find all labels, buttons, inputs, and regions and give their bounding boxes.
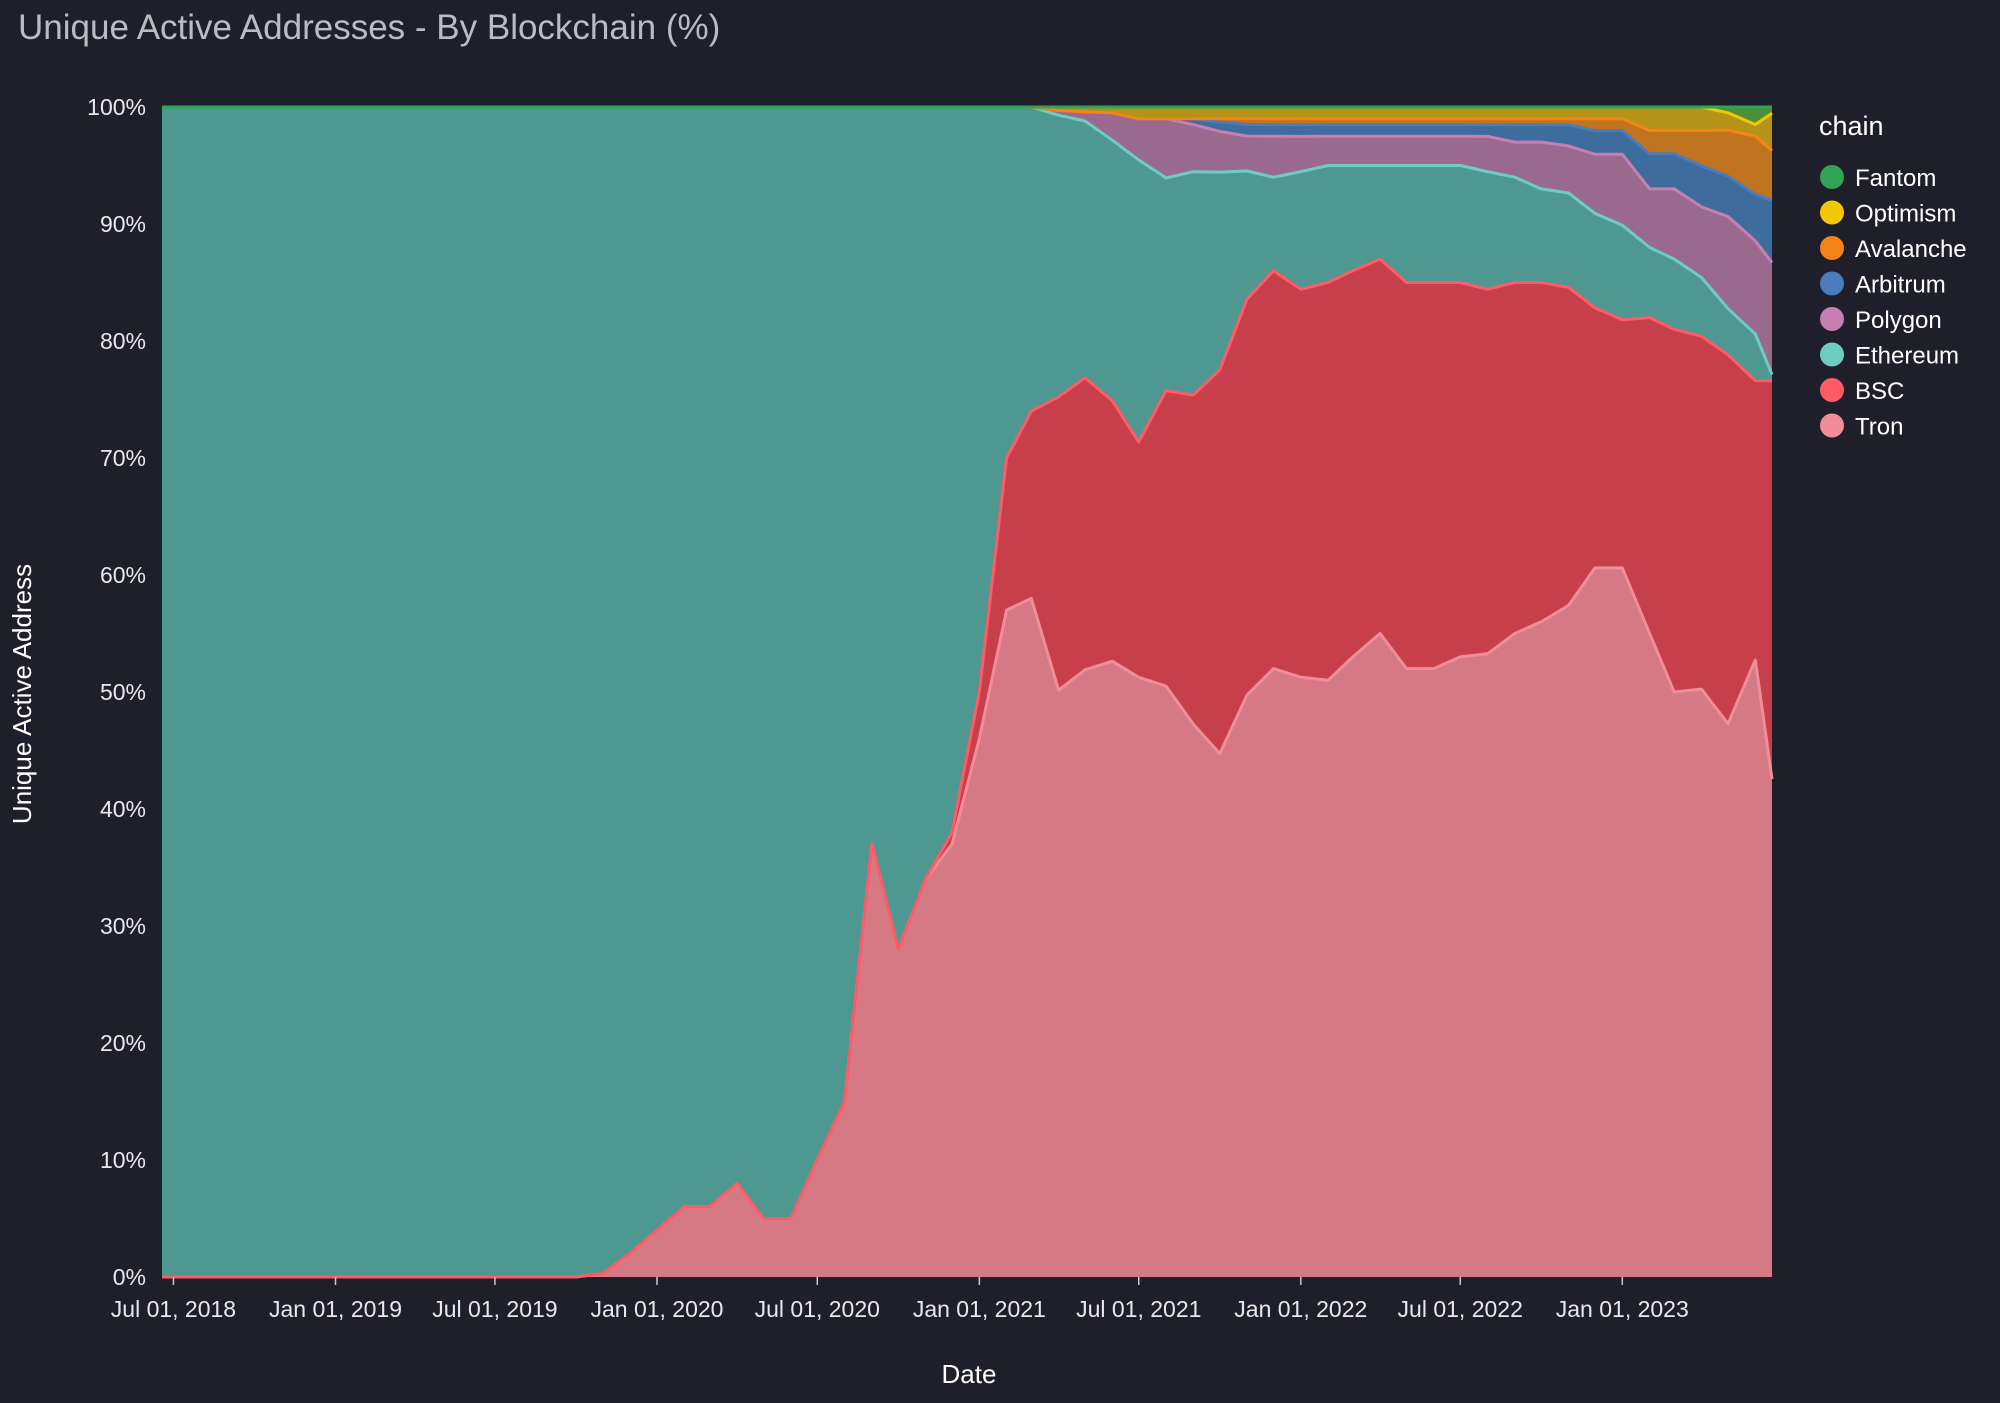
y-tick-label: 50%	[100, 679, 146, 705]
legend-title: chain	[1819, 111, 1884, 141]
legend-swatch-optimism	[1820, 200, 1844, 225]
y-tick-label: 80%	[100, 328, 146, 354]
area-bsc	[162, 259, 1772, 1278]
y-tick-label: 30%	[100, 913, 146, 939]
x-tick-label: Jul 01, 2020	[755, 1296, 880, 1322]
x-tick-label: Jan 01, 2023	[1556, 1296, 1689, 1322]
legend-swatch-tron	[1820, 413, 1844, 438]
y-tick-label: 100%	[87, 94, 146, 120]
x-tick-label: Jul 01, 2022	[1398, 1296, 1523, 1322]
x-axis-title: Date	[942, 1359, 997, 1389]
y-tick-label: 90%	[100, 211, 146, 237]
area-ethereum	[162, 107, 1772, 1277]
y-tick-label: 10%	[100, 1147, 146, 1173]
y-tick-label: 20%	[100, 1030, 146, 1056]
legend-swatch-arbitrum	[1820, 271, 1844, 296]
series-lines	[162, 105, 1774, 1279]
legend-label-arbitrum: Arbitrum	[1855, 272, 1946, 299]
legend-label-avalanche: Avalanche	[1855, 236, 1967, 263]
y-tick-label: 40%	[100, 796, 146, 822]
x-tick-label: Jul 01, 2018	[111, 1296, 236, 1322]
x-tick-label: Jul 01, 2021	[1076, 1296, 1201, 1322]
y-axis-title: Unique Active Address	[7, 564, 37, 824]
line-bsc	[162, 257, 1773, 1279]
x-axis-ticks: Jul 01, 2018 Jan 01, 2019 Jul 01, 2019 Jan …	[111, 1277, 1689, 1322]
legend-label-fantom: Fantom	[1855, 165, 1936, 192]
legend-swatch-ethereum	[1820, 342, 1844, 367]
legend-label-tron: Tron	[1855, 414, 1903, 441]
x-tick-label: Jul 01, 2019	[432, 1296, 557, 1322]
legend: chain Fantom Optimism Avalanche Arbitrum Pol…	[1819, 111, 1967, 441]
legend-swatch-bsc	[1820, 378, 1844, 402]
x-tick-label: Jan 01, 2020	[590, 1296, 723, 1322]
y-tick-label: 60%	[100, 562, 146, 588]
legend-swatch-polygon	[1820, 307, 1844, 331]
legend-label-bsc: BSC	[1855, 378, 1904, 405]
legend-label-polygon: Polygon	[1855, 307, 1942, 334]
area-tron	[162, 567, 1772, 1277]
legend-label-ethereum: Ethereum	[1855, 343, 1959, 370]
legend-label-optimism: Optimism	[1855, 201, 1956, 228]
y-tick-label: 70%	[100, 445, 146, 471]
chart-title: Unique Active Addresses - By Blockchain …	[18, 8, 721, 47]
x-tick-label: Jan 01, 2019	[269, 1296, 402, 1322]
y-axis-ticks: 0% 10% 20% 30% 40% 50% 60% 70% 80% 90% 100%	[87, 94, 146, 1290]
legend-swatch-fantom	[1820, 165, 1844, 189]
x-tick-label: Jan 01, 2022	[1234, 1296, 1367, 1322]
x-tick-label: Jan 01, 2021	[913, 1296, 1046, 1322]
legend-swatch-avalanche	[1820, 236, 1844, 260]
y-tick-label: 0%	[113, 1264, 146, 1290]
